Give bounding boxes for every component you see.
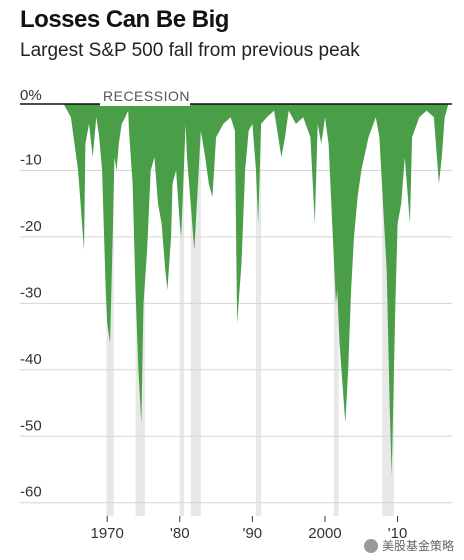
x-tick-label: '10: [388, 525, 408, 542]
wechat-logo-icon: [363, 538, 378, 553]
y-axis-ticks: 0% -10 -20 -30 -40 -50 -60: [20, 87, 42, 501]
x-tick-label: '90: [243, 525, 263, 542]
y-tick-label: -30: [20, 284, 42, 301]
x-tick-label: 1970: [90, 525, 123, 542]
recession-label-bg: [100, 89, 190, 106]
drawdown-area: [63, 104, 449, 477]
watermark-text: 美股基金策略: [381, 539, 454, 553]
recession-band-5: [333, 104, 339, 516]
y-tick-label: 0%: [20, 87, 42, 104]
watermark: 美股基金策略: [363, 537, 454, 554]
x-axis-ticks: 1970 '80 '90 2000 '10: [90, 516, 407, 542]
x-tick-label: 2000: [308, 525, 341, 542]
x-tick-label: '80: [170, 525, 190, 542]
recession-band-3: [190, 104, 201, 516]
y-tick-label: -10: [20, 151, 42, 168]
recession-band-2: [179, 104, 185, 516]
y-tick-label: -50: [20, 417, 42, 434]
y-tick-label: -60: [20, 484, 42, 501]
y-tick-label: -40: [20, 351, 42, 368]
gridlines: [20, 169, 452, 504]
recession-legend-label: RECESSION: [103, 88, 190, 104]
y-tick-label: -20: [20, 218, 42, 235]
recession-band-4: [256, 104, 262, 516]
chart-title: Losses Can Be Big: [20, 6, 229, 33]
chart-subtitle: Largest S&P 500 fall from previous peak: [20, 40, 360, 61]
